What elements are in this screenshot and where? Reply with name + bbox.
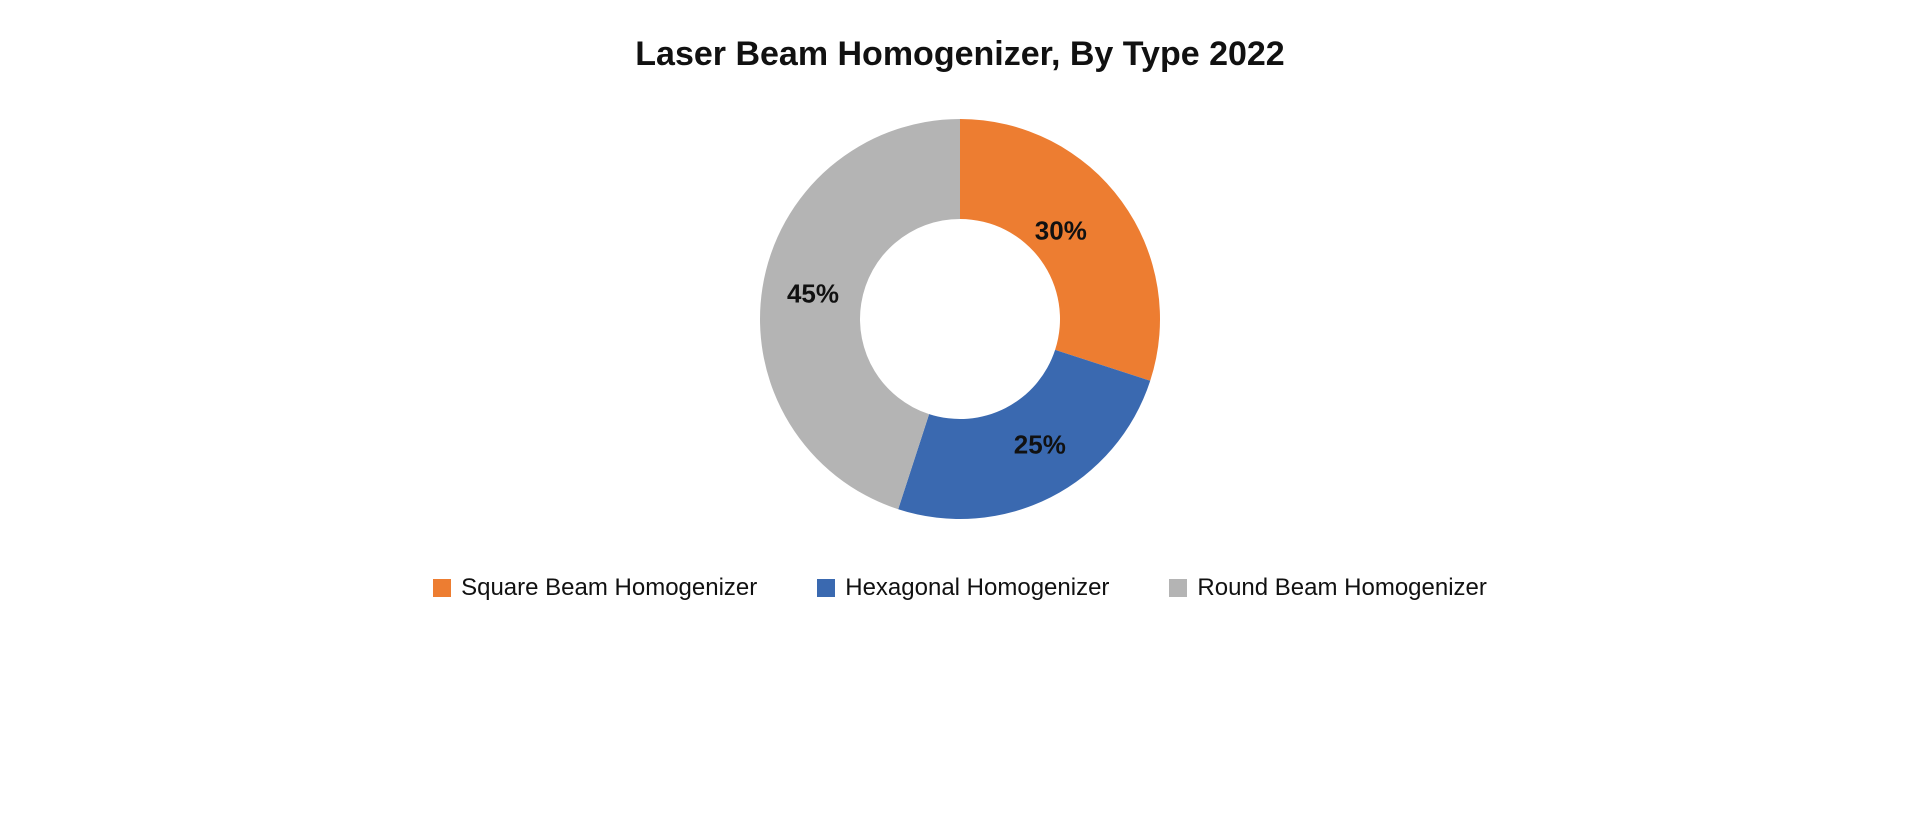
legend: Square Beam Homogenizer Hexagonal Homogen… — [433, 574, 1487, 602]
legend-swatch — [817, 579, 835, 597]
legend-item: Hexagonal Homogenizer — [817, 574, 1109, 602]
legend-label: Round Beam Homogenizer — [1197, 574, 1487, 602]
legend-label: Hexagonal Homogenizer — [845, 574, 1109, 602]
legend-item: Round Beam Homogenizer — [1169, 574, 1487, 602]
legend-swatch — [1169, 579, 1187, 597]
legend-label: Square Beam Homogenizer — [461, 574, 757, 602]
slice-percent-label: 30% — [1035, 215, 1087, 246]
donut-chart: 30% 25% 45% — [750, 109, 1170, 529]
chart-title: Laser Beam Homogenizer, By Type 2022 — [635, 35, 1284, 74]
legend-item: Square Beam Homogenizer — [433, 574, 757, 602]
donut-svg — [750, 109, 1170, 529]
slice-percent-label: 45% — [787, 278, 839, 309]
donut-slice — [960, 119, 1160, 381]
legend-swatch — [433, 579, 451, 597]
slice-percent-label: 25% — [1014, 430, 1066, 461]
